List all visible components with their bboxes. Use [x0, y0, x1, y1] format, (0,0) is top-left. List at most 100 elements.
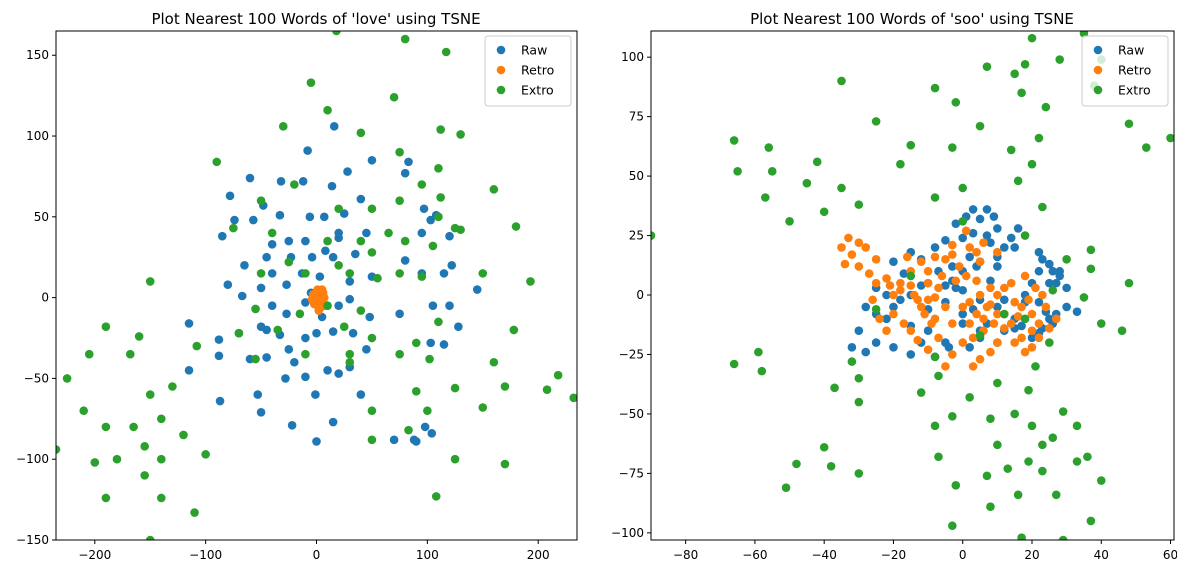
point-raw — [301, 236, 310, 246]
point-retro — [930, 252, 940, 262]
point-retro — [307, 294, 317, 304]
point-retro — [927, 319, 936, 328]
point-extro — [930, 352, 940, 362]
point-extro — [1055, 55, 1065, 64]
point-extro — [930, 421, 940, 431]
point-extro — [993, 440, 1002, 450]
point-extro — [90, 458, 100, 467]
point-raw — [267, 239, 277, 249]
x-tick-label: −80 — [673, 548, 698, 562]
point-retro — [916, 257, 926, 267]
x-tick-label: 40 — [1094, 548, 1109, 562]
point-raw — [343, 167, 352, 176]
point-raw — [445, 231, 454, 241]
point-extro — [1072, 457, 1082, 466]
point-raw — [861, 347, 871, 357]
point-extro — [251, 304, 260, 314]
point-raw — [986, 276, 995, 286]
x-tick-label: −200 — [78, 548, 111, 562]
point-extro — [651, 231, 656, 240]
point-raw — [958, 233, 968, 243]
point-raw — [237, 291, 247, 301]
y-tick-label: 150 — [26, 48, 49, 62]
point-extro — [428, 241, 438, 251]
point-extro — [767, 167, 777, 176]
point-raw — [951, 283, 961, 293]
y-tick-label: −150 — [16, 533, 49, 547]
point-extro — [1038, 466, 1047, 476]
point-extro — [948, 143, 957, 152]
point-retro — [871, 255, 881, 264]
point-extro — [411, 387, 421, 396]
point-raw — [1048, 266, 1058, 276]
point-retro — [868, 295, 877, 305]
point-raw — [409, 435, 419, 445]
point-extro — [229, 223, 238, 233]
point-extro — [1141, 143, 1151, 152]
point-raw — [968, 228, 978, 238]
point-raw — [968, 205, 978, 214]
point-retro — [913, 335, 922, 345]
point-raw — [305, 212, 315, 222]
point-extro — [301, 269, 310, 278]
point-extro — [367, 248, 377, 257]
point-extro — [423, 406, 432, 416]
point-raw — [420, 422, 430, 432]
point-raw — [999, 243, 1009, 252]
point-extro — [339, 322, 349, 332]
point-retro — [979, 314, 988, 324]
point-retro — [948, 350, 957, 359]
y-tick-label: −75 — [619, 466, 644, 480]
point-extro — [1083, 452, 1092, 462]
point-extro — [754, 347, 763, 357]
point-raw — [889, 343, 898, 352]
point-extro — [367, 435, 377, 445]
point-raw — [298, 176, 308, 186]
point-extro — [192, 341, 202, 351]
point-raw — [426, 215, 435, 225]
point-extro — [1013, 490, 1023, 500]
legend-label-extro: Extro — [1118, 83, 1151, 98]
point-retro — [1034, 333, 1044, 343]
point-extro — [450, 383, 460, 393]
point-retro — [1020, 271, 1030, 281]
point-raw — [281, 374, 290, 383]
point-extro — [993, 378, 1002, 388]
point-raw — [426, 338, 435, 348]
point-extro — [1006, 145, 1016, 155]
point-retro — [965, 297, 974, 307]
point-raw — [214, 335, 224, 344]
point-retro — [316, 290, 326, 299]
point-raw — [906, 350, 916, 359]
point-raw — [184, 319, 194, 328]
point-extro — [323, 236, 332, 246]
point-retro — [948, 250, 957, 259]
point-raw — [896, 295, 905, 305]
point-extro — [456, 130, 465, 139]
point-raw — [1055, 266, 1065, 276]
point-extro — [356, 306, 366, 315]
x-tick-label: 20 — [1024, 548, 1039, 562]
point-extro — [1017, 88, 1026, 98]
point-raw — [1062, 302, 1071, 312]
point-extro — [1086, 264, 1096, 274]
point-retro — [1027, 309, 1037, 319]
point-retro — [1013, 312, 1023, 321]
point-retro — [1010, 297, 1019, 307]
axis-ticks: −200 −100 0 100 200 −150 −100 −50 0 50 100 150 — [16, 48, 550, 562]
point-raw — [941, 281, 950, 290]
point-extro — [500, 382, 510, 391]
point-extro — [345, 357, 355, 367]
point-raw — [249, 215, 258, 225]
chart-title: Plot Nearest 100 Words of 'love' using T… — [151, 10, 480, 28]
point-raw — [975, 214, 985, 224]
point-retro — [1027, 343, 1037, 352]
point-extro — [986, 502, 995, 512]
point-extro — [278, 122, 288, 131]
legend-box — [1081, 35, 1169, 107]
point-extro — [930, 193, 940, 202]
point-retro — [941, 255, 950, 264]
point-extro — [201, 450, 210, 459]
point-extro — [434, 317, 443, 327]
point-extro — [781, 483, 791, 492]
